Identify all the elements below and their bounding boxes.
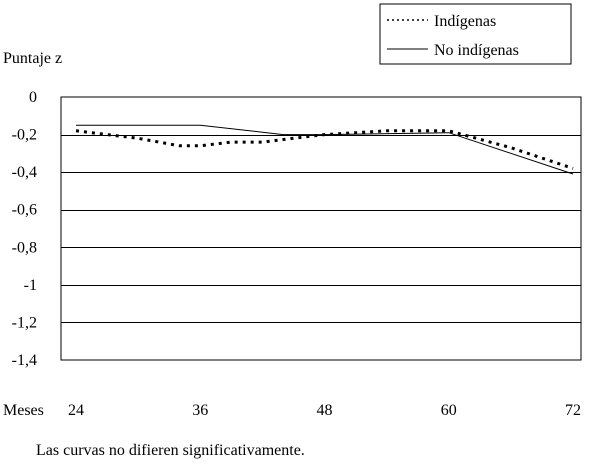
y-tick-label: -0,8 [12, 239, 37, 256]
x-tick-label: 72 [565, 402, 581, 419]
y-tick-label: -0,4 [12, 164, 37, 181]
x-tick-labels: 24 36 48 60 72 [68, 402, 581, 419]
legend-label-no-indigenas: No indígenas [434, 42, 519, 59]
x-tick-label: 24 [68, 402, 84, 419]
y-tick-label: -1,2 [12, 314, 37, 331]
y-tick-label: -0,6 [12, 202, 37, 219]
legend-box [379, 3, 572, 65]
x-tick-label: 60 [441, 402, 457, 419]
x-axis-label: Meses [3, 402, 44, 419]
y-axis-label: Puntaje z [3, 50, 62, 67]
series-line-indigenas [75, 129, 574, 170]
y-tick-label: -1 [24, 277, 37, 294]
gridlines [61, 135, 581, 323]
chart-footnote: Las curvas no difieren significativament… [36, 442, 305, 459]
x-tick-label: 48 [317, 402, 333, 419]
x-tick-label: 36 [192, 402, 208, 419]
y-tick-labels: 0 -0,2 -0,4 -0,6 -0,8 -1 -1,2 -1,4 [12, 89, 37, 369]
plot-area [60, 96, 582, 361]
legend: Indígenas No indígenas [379, 3, 572, 65]
y-tick-label: -1,4 [12, 352, 37, 369]
series-line-no-indigenas [76, 124, 574, 175]
y-tick-label: -0,2 [12, 127, 37, 144]
y-tick-label: 0 [29, 89, 37, 106]
legend-label-indigenas: Indígenas [434, 13, 496, 30]
